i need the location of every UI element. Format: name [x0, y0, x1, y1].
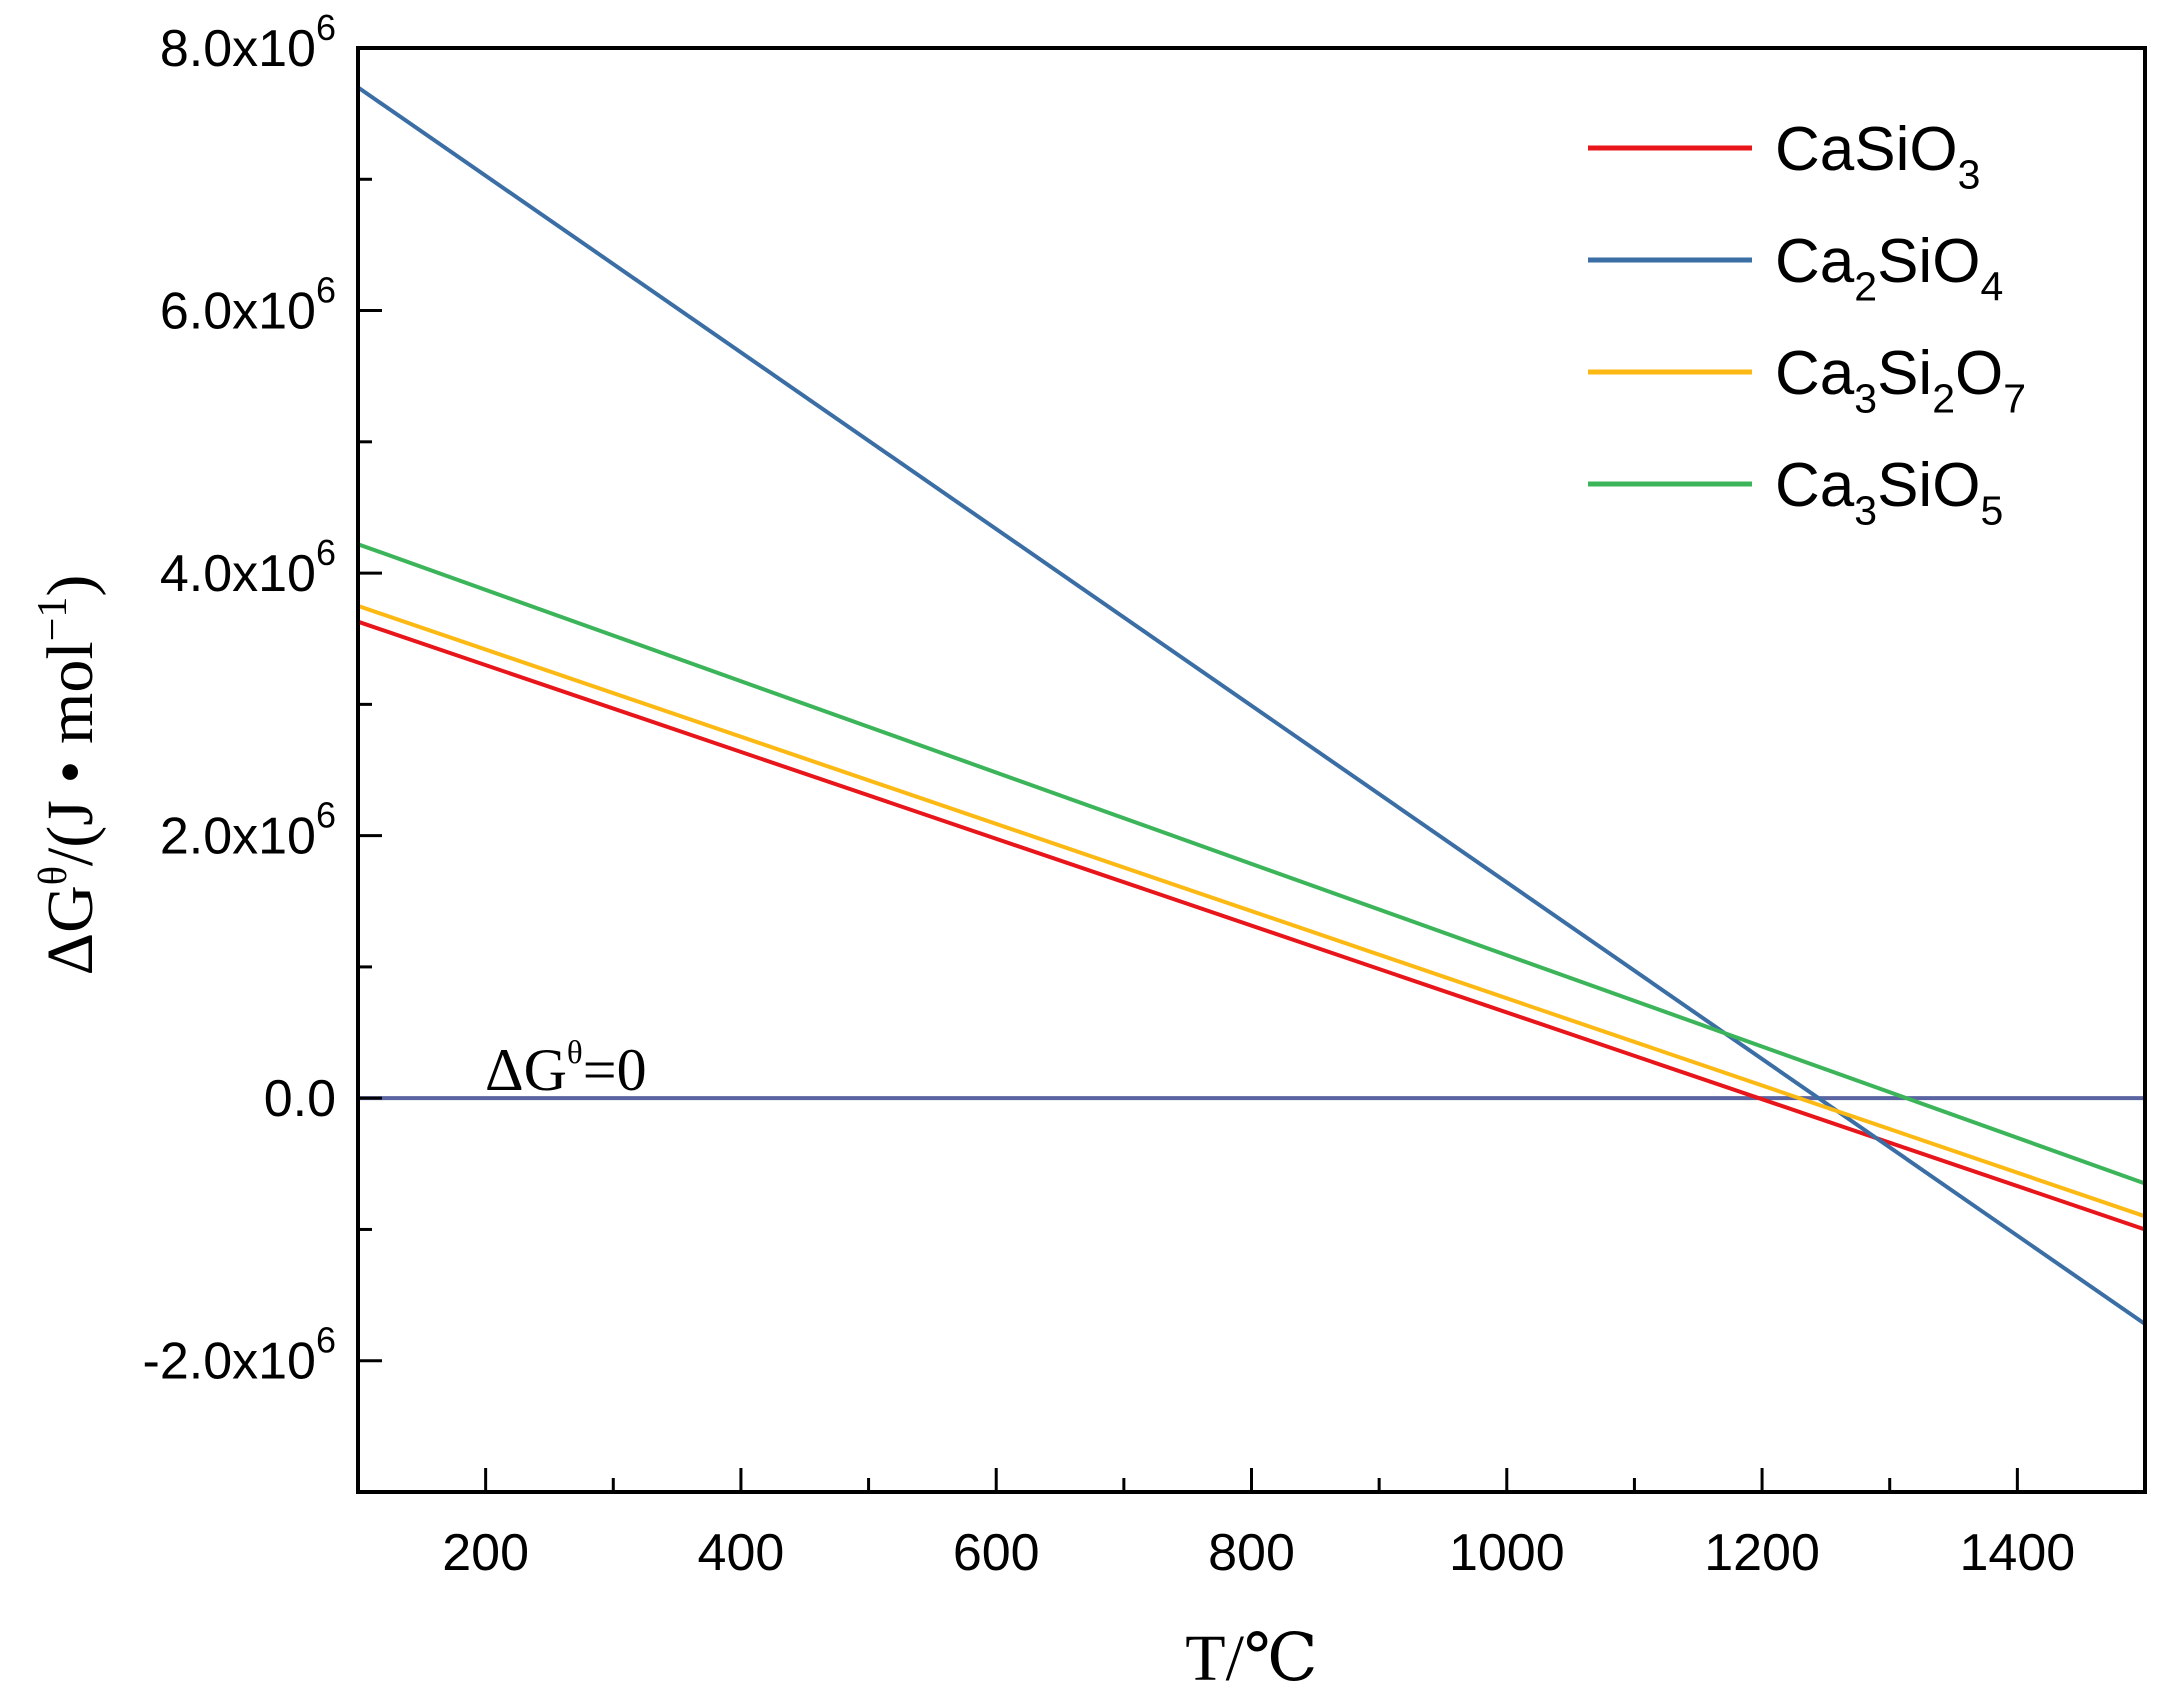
y-tick-label-5: 8.0x106	[160, 7, 336, 78]
label-part-3: 4	[1980, 264, 2003, 310]
label-part-1: 2	[1854, 264, 1877, 310]
x-tick-label-1000: 1000	[1449, 1524, 1565, 1582]
series-line-ca2sio4	[356, 85, 2147, 1326]
y-tick-label-2: 2.0x106	[160, 795, 336, 866]
y-tick-mantissa: -2.0x10	[143, 1333, 316, 1391]
y-tick-exponent: 6	[316, 532, 336, 573]
label-part-0: ΔG	[485, 1037, 567, 1103]
label-part-1: 3	[1854, 376, 1877, 422]
y-tick-exponent: 6	[316, 1320, 336, 1361]
y-tick-mantissa: 2.0x10	[160, 808, 316, 866]
y-title-g: G	[34, 885, 107, 933]
y-tick-exponent: 6	[316, 270, 336, 311]
y-title-unit-exp: −1	[30, 597, 76, 642]
ticks-layer	[356, 46, 2147, 1494]
y-axis-title: ΔGθ/(J • mol−1)	[30, 575, 107, 976]
y-title-delta: Δ	[34, 933, 107, 975]
x-tick-label-800: 800	[1208, 1524, 1295, 1582]
y-title-theta: θ	[30, 866, 75, 885]
label-part-3: 2	[1932, 376, 1955, 422]
y-tick-label-0: -2.0x106	[143, 1320, 336, 1391]
label-part-2: SiO	[1877, 227, 1980, 296]
label-part-0: Ca	[1775, 227, 1855, 296]
label-part-0: Ca	[1775, 451, 1855, 520]
y-title-unit-close: )	[34, 575, 107, 597]
y-tick-exponent: 6	[316, 7, 336, 48]
legend-label-ca2sio4: Ca2SiO4	[1775, 227, 2003, 310]
label-part-2: SiO	[1877, 451, 1980, 520]
label-part-4: O	[1955, 339, 2003, 408]
legend-label-casio3: CaSiO3	[1775, 115, 1980, 198]
label-part-1: 3	[1958, 152, 1981, 198]
reference-line-label: ΔGθ=0	[485, 1035, 647, 1103]
y-tick-mantissa: 0.0	[264, 1070, 336, 1128]
y-tick-label-3: 4.0x106	[160, 532, 336, 603]
legend-label-ca3sio5: Ca3SiO5	[1775, 451, 2003, 534]
y-title-unit-open: /(J • mol	[34, 641, 107, 866]
legend-label-ca3si2o7: Ca3Si2O7	[1775, 339, 2026, 422]
label-part-2: =0	[583, 1037, 647, 1103]
x-axis-title: T/℃	[1185, 1622, 1317, 1695]
x-tick-label-1200: 1200	[1704, 1524, 1820, 1582]
y-tick-exponent: 6	[316, 795, 336, 836]
x-tick-label-200: 200	[442, 1524, 529, 1582]
label-part-3: 5	[1980, 488, 2003, 534]
y-tick-mantissa: 4.0x10	[160, 545, 316, 603]
y-tick-mantissa: 8.0x10	[160, 20, 316, 78]
tick-labels-layer: 200 400 600 800 1000 1200 1400-2.0x1060.02.0x1…	[143, 7, 2076, 1582]
series-line-casio3	[357, 619, 2146, 1232]
label-part-1: 3	[1854, 488, 1877, 534]
label-part-5: 7	[2003, 376, 2026, 422]
y-tick-mantissa: 6.0x10	[160, 283, 316, 341]
label-part-0: CaSiO	[1775, 115, 1958, 184]
label-part-2: Si	[1877, 339, 1932, 408]
series-line-ca3sio5	[357, 542, 2146, 1186]
x-tick-label-600: 600	[953, 1524, 1040, 1582]
y-tick-label-4: 6.0x106	[160, 270, 336, 341]
series-line-ca3si2o7	[357, 604, 2146, 1219]
x-tick-label-1400: 1400	[1960, 1524, 2076, 1582]
series-layer	[356, 85, 2147, 1326]
label-part-1: θ	[567, 1035, 583, 1071]
label-part-0: Ca	[1775, 339, 1855, 408]
x-tick-label-400: 400	[698, 1524, 785, 1582]
y-tick-label-1: 0.0	[264, 1070, 336, 1128]
